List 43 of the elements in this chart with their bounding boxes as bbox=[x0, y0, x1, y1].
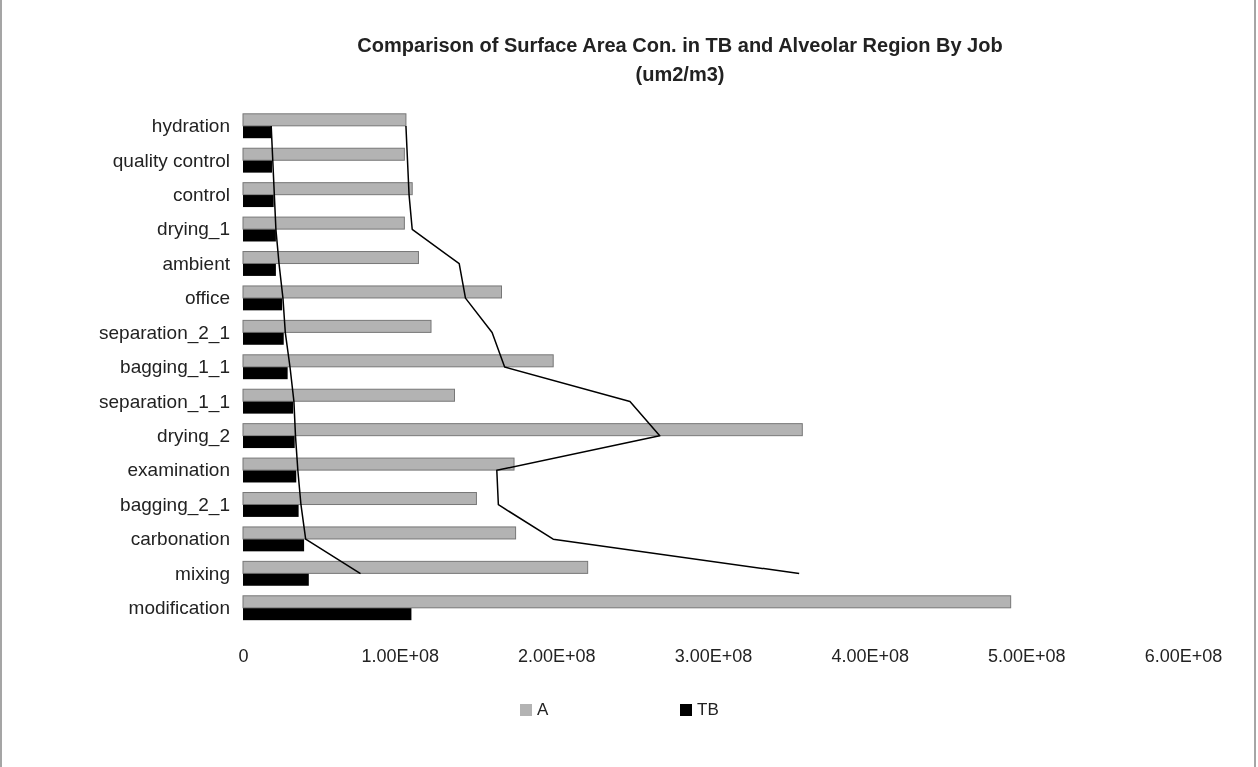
y-tick-label: control bbox=[172, 183, 230, 205]
y-tick-label: drying_1 bbox=[157, 218, 230, 241]
legend-label: A bbox=[537, 700, 549, 719]
y-tick-label: carbonation bbox=[130, 528, 230, 550]
bar bbox=[242, 251, 419, 265]
y-tick-label: modification bbox=[128, 597, 230, 619]
bar bbox=[242, 423, 803, 437]
bar bbox=[243, 608, 412, 621]
y-tick-label: quality control bbox=[112, 149, 230, 171]
x-tick-label: 3.00E+08 bbox=[674, 645, 753, 666]
bar bbox=[242, 113, 407, 127]
bar bbox=[242, 147, 405, 161]
y-tick-label: separation_1_1 bbox=[99, 390, 230, 413]
y-tick-label: office bbox=[184, 287, 230, 309]
y-tick-label: bagging_2_1 bbox=[120, 493, 230, 516]
x-tick-label: 0 bbox=[238, 645, 249, 666]
y-tick-label: separation_2_1 bbox=[99, 321, 230, 344]
bar bbox=[243, 263, 276, 276]
y-tick-label: examination bbox=[127, 459, 230, 481]
x-tick-label: 5.00E+08 bbox=[988, 645, 1066, 666]
bar bbox=[242, 560, 589, 574]
bar bbox=[242, 354, 554, 368]
bar bbox=[242, 216, 405, 230]
x-tick-label: 6.00E+08 bbox=[1144, 645, 1223, 666]
y-tick-label: ambient bbox=[162, 252, 231, 274]
x-tick-label: 1.00E+08 bbox=[361, 645, 439, 666]
bar bbox=[242, 388, 455, 402]
bar bbox=[242, 319, 432, 333]
bar bbox=[242, 492, 477, 506]
x-tick-label: 2.00E+08 bbox=[518, 645, 596, 666]
bar bbox=[242, 285, 502, 299]
y-tick-label: mixing bbox=[175, 562, 230, 584]
bar bbox=[242, 457, 515, 471]
bar bbox=[242, 182, 413, 196]
bar bbox=[243, 573, 309, 586]
bar bbox=[242, 595, 1012, 609]
x-tick-label: 4.00E+08 bbox=[831, 645, 909, 666]
y-tick-label: drying_2 bbox=[157, 424, 230, 447]
y-tick-label: bagging_1_1 bbox=[120, 356, 230, 379]
y-tick-label: hydration bbox=[151, 115, 230, 137]
chart-title: Comparison of Surface Area Con. in TB and Alveolar Region By Job (um2/m3) bbox=[357, 34, 1003, 85]
bar bbox=[242, 526, 517, 540]
legend-label: TB bbox=[697, 700, 719, 719]
